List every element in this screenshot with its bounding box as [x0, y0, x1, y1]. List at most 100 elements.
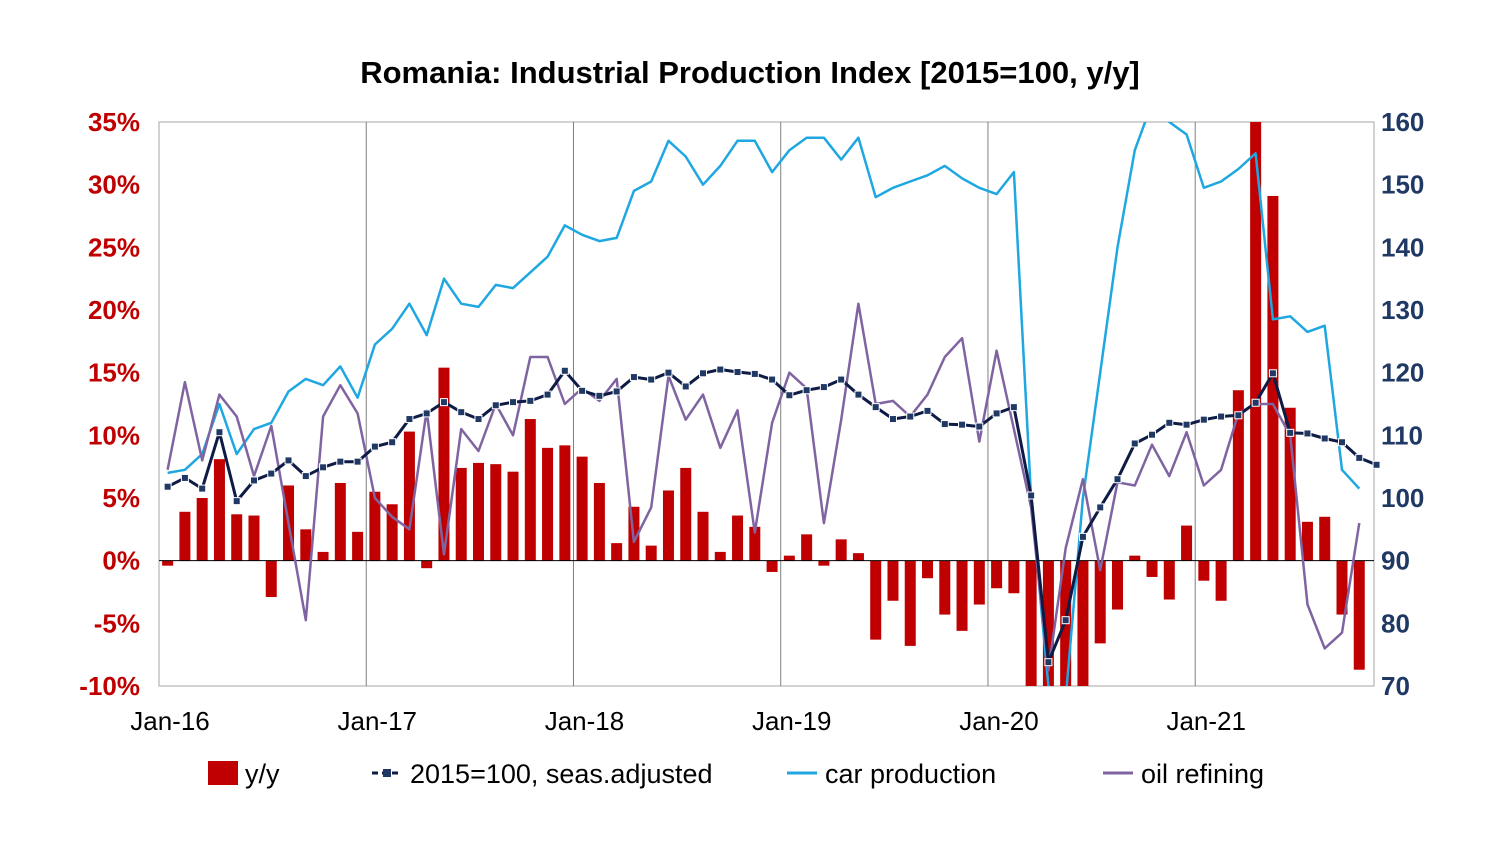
right-tick-label: 80 [1381, 608, 1410, 638]
left-tick-label: 10% [88, 420, 140, 450]
right-axis-ticks: 160 150 140 130 120 110 100 90 80 70 [1381, 107, 1424, 701]
marker-2017-12 [560, 366, 569, 375]
marker-2021-01 [1199, 415, 1208, 424]
marker-2019-07 [888, 415, 897, 424]
marker-2016-04 [215, 428, 224, 437]
bar-2019-10 [939, 560, 951, 615]
marker-2018-05 [647, 375, 656, 384]
marker-2019-11 [958, 420, 967, 429]
marker-2017-11 [543, 390, 552, 399]
left-tick-label: 25% [88, 232, 140, 262]
bar-2019-12 [973, 560, 985, 605]
marker-2018-04 [629, 373, 638, 382]
marker-2021-10 [1355, 453, 1364, 462]
bar-2016-06 [248, 515, 260, 561]
legend-swatch [208, 761, 238, 785]
left-axis-ticks: 35% 30% 25% 20% 15% 10% 5% 0% -5% -10% [79, 107, 140, 701]
legend-marker [383, 769, 391, 777]
bar-2016-11 [334, 482, 346, 561]
marker-2019-12 [975, 422, 984, 431]
bar-2018-07 [680, 467, 692, 561]
marker-2016-06 [249, 476, 258, 485]
marker-2016-08 [284, 456, 293, 465]
bar-2018-12 [766, 560, 778, 572]
left-tick-label: 35% [88, 107, 140, 137]
marker-2018-03 [612, 387, 621, 396]
bar-2020-04 [1042, 560, 1054, 686]
bar-2021-09 [1336, 560, 1348, 615]
bar-2019-06 [870, 560, 882, 640]
marker-2016-05 [232, 497, 241, 506]
bar-2019-02 [801, 534, 813, 561]
chart-title: Romania: Industrial Production Index [20… [360, 55, 1140, 90]
marker-2021-06 [1286, 428, 1295, 437]
bar-2017-06 [455, 467, 467, 561]
marker-2016-10 [319, 463, 328, 472]
bar-2016-12 [352, 531, 364, 561]
right-tick-label: 120 [1381, 358, 1424, 388]
marker-2020-09 [1130, 439, 1139, 448]
right-tick-label: 140 [1381, 232, 1424, 262]
marker-2017-08 [491, 401, 500, 410]
marker-2019-10 [940, 420, 949, 429]
bar-2016-05 [231, 514, 243, 561]
plot-area [158, 121, 1375, 687]
marker-2018-02 [595, 391, 604, 400]
legend-item: y/y [208, 759, 280, 789]
left-tick-label: 20% [88, 295, 140, 325]
right-tick-label: 100 [1381, 483, 1424, 513]
marker-2017-02 [388, 438, 397, 447]
marker-2020-12 [1182, 420, 1191, 429]
legend-item: oil refining [1103, 759, 1264, 789]
marker-2018-08 [699, 369, 708, 378]
x-tick-label: Jan-21 [1166, 706, 1246, 736]
right-tick-label: 130 [1381, 295, 1424, 325]
marker-2021-02 [1217, 412, 1226, 421]
bar-2019-01 [783, 555, 795, 561]
marker-2017-07 [474, 415, 483, 424]
marker-2021-03 [1234, 411, 1243, 420]
bar-2017-08 [490, 464, 502, 561]
marker-2016-11 [336, 457, 345, 466]
marker-2017-03 [405, 415, 414, 424]
bar-2016-09 [300, 529, 312, 561]
bar-2019-11 [956, 560, 968, 631]
marker-2016-03 [198, 484, 207, 493]
bar-2017-02 [386, 504, 398, 561]
bar-2017-05 [438, 367, 450, 561]
bar-2021-08 [1319, 516, 1331, 561]
marker-2020-03 [1027, 491, 1036, 500]
line-car-production [167, 122, 1361, 686]
bar-2017-12 [559, 445, 571, 561]
bar-2018-03 [611, 543, 623, 561]
marker-2021-11 [1372, 460, 1381, 469]
marker-2019-04 [837, 375, 846, 384]
marker-2016-02 [180, 473, 189, 482]
marker-2021-09 [1337, 438, 1346, 447]
bar-2018-01 [576, 456, 588, 561]
bar-2019-07 [887, 560, 899, 601]
bar-2021-04 [1250, 122, 1262, 561]
marker-2021-04 [1251, 398, 1260, 407]
bar-2021-06 [1284, 407, 1296, 561]
bar-2018-06 [662, 490, 674, 561]
marker-2019-06 [871, 403, 880, 412]
bar-2021-10 [1353, 560, 1365, 670]
marker-2021-05 [1268, 369, 1277, 378]
bar-2020-12 [1181, 525, 1193, 561]
marker-2018-07 [681, 382, 690, 391]
marker-2018-01 [578, 386, 587, 395]
bar-2018-02 [593, 482, 605, 561]
x-tick-label: Jan-20 [959, 706, 1039, 736]
marker-2020-07 [1096, 503, 1105, 512]
marker-2017-10 [526, 396, 535, 405]
marker-2017-01 [370, 442, 379, 451]
bar-2018-11 [749, 526, 761, 561]
marker-2019-03 [819, 383, 828, 392]
bar-2018-05 [645, 545, 657, 561]
marker-2018-10 [733, 368, 742, 377]
marker-2018-12 [768, 375, 777, 384]
bar-2017-10 [524, 419, 536, 561]
marker-2019-02 [802, 386, 811, 395]
